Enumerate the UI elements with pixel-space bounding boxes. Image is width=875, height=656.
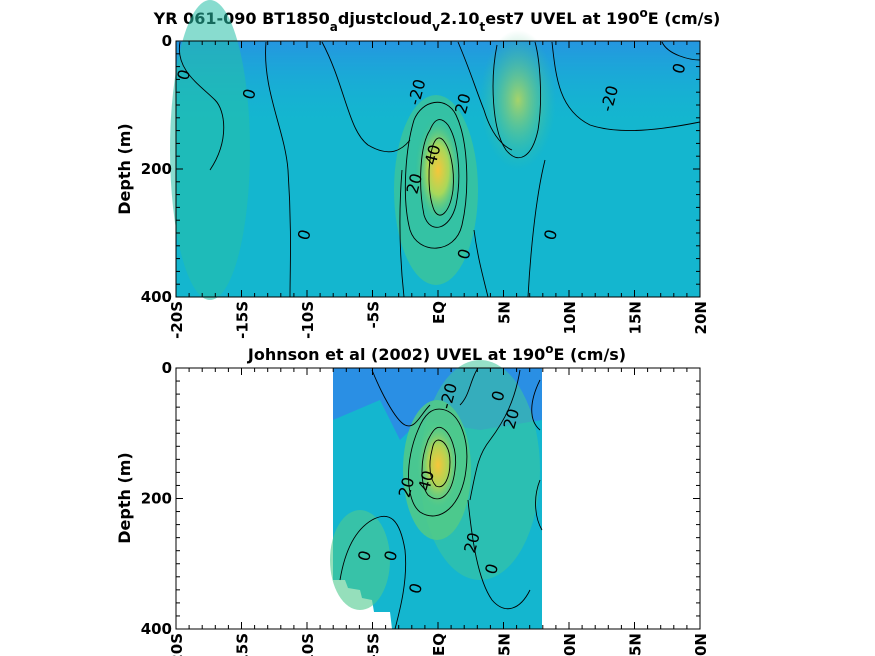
contour-label: 0 [540, 227, 561, 242]
x-tick-label: 20N [692, 633, 710, 656]
contour-label: 0 [668, 61, 689, 76]
x-tick-label: 5N [496, 301, 514, 324]
contour-label: 20 [395, 475, 419, 500]
title-part: djustcloud [338, 9, 432, 28]
y-tick-label: 200 [141, 490, 172, 508]
title-part: E (cm/s) [553, 345, 626, 364]
contour-label: 0 [488, 389, 509, 404]
y-axis-label: Depth (m) [115, 452, 134, 544]
x-tick-label: EQ [430, 633, 448, 656]
title-part: 2.10 [440, 9, 479, 28]
title-part: v [432, 20, 440, 34]
contour-label: 20 [460, 530, 484, 555]
contour-label: 20 [451, 91, 475, 116]
north-eastward-jet [480, 30, 556, 170]
y-tick-label: 0 [162, 32, 172, 50]
contour-label: 0 [294, 227, 315, 242]
x-tick-label: -20S [168, 301, 186, 339]
contour-lines [339, 367, 543, 630]
contour-label: 40 [414, 468, 438, 493]
y-tick-label: 400 [141, 288, 172, 306]
equatorial-undercurrent [414, 115, 462, 225]
title-part: o [639, 6, 647, 20]
contour-label: 0 [173, 67, 194, 82]
contour-label: 0 [354, 548, 375, 563]
x-tick-label: 5N [496, 633, 514, 656]
x-tick-label: EQ [430, 301, 448, 324]
title-part: est7 UVEL at 190 [485, 9, 639, 28]
x-tick-label: 10N [561, 301, 579, 334]
y-axis-label: Depth (m) [115, 123, 134, 215]
southern-flow-patch [330, 510, 390, 610]
y-tick-label: 0 [162, 359, 172, 377]
x-tick-label: 15N [627, 301, 645, 334]
chart-title: Johnson et al (2002) UVEL at 190oE (cm/s… [247, 342, 626, 364]
x-tick-label: 20N [692, 301, 710, 334]
western-flow-band [170, 0, 250, 300]
bottom-panel: Johnson et al (2002) UVEL at 190oE (cm/s… [115, 342, 710, 656]
title-part: o [545, 342, 553, 356]
x-tick-label: 15N [627, 633, 645, 656]
title-part: t [479, 20, 485, 34]
y-tick-label: 200 [141, 160, 172, 178]
title-part: a [330, 20, 338, 34]
contour-label: 0 [481, 561, 502, 576]
x-tick-label: 10N [561, 633, 579, 656]
title-part: YR 061-090 BT1850 [153, 9, 330, 28]
title-part: Johnson et al (2002) UVEL at 190 [247, 345, 545, 364]
x-tick-label: -5S [365, 301, 383, 328]
x-tick-label: -10S [299, 633, 317, 656]
x-tick-label: -10S [299, 301, 317, 339]
contour-label: 40 [421, 142, 445, 167]
contour-lines [178, 41, 701, 298]
y-tick-label: 400 [141, 620, 172, 638]
x-tick-label: -20S [168, 633, 186, 656]
contour-label: 20 [403, 171, 427, 196]
contour-label: 20 [499, 406, 523, 431]
contour-label: 0 [380, 548, 401, 563]
chart-title: YR 061-090 BT1850adjustcloudv2.10test7 U… [153, 6, 721, 34]
contour-label: 0 [239, 87, 260, 102]
x-tick-label: -15S [234, 633, 252, 656]
contour-label: 0 [405, 581, 426, 596]
title-part: E (cm/s) [648, 9, 721, 28]
x-tick-label: -5S [365, 633, 383, 656]
top-panel: YR 061-090 BT1850adjustcloudv2.10test7 U… [115, 0, 720, 339]
x-tick-label: -15S [234, 301, 252, 339]
contour-label: 0 [454, 247, 475, 262]
